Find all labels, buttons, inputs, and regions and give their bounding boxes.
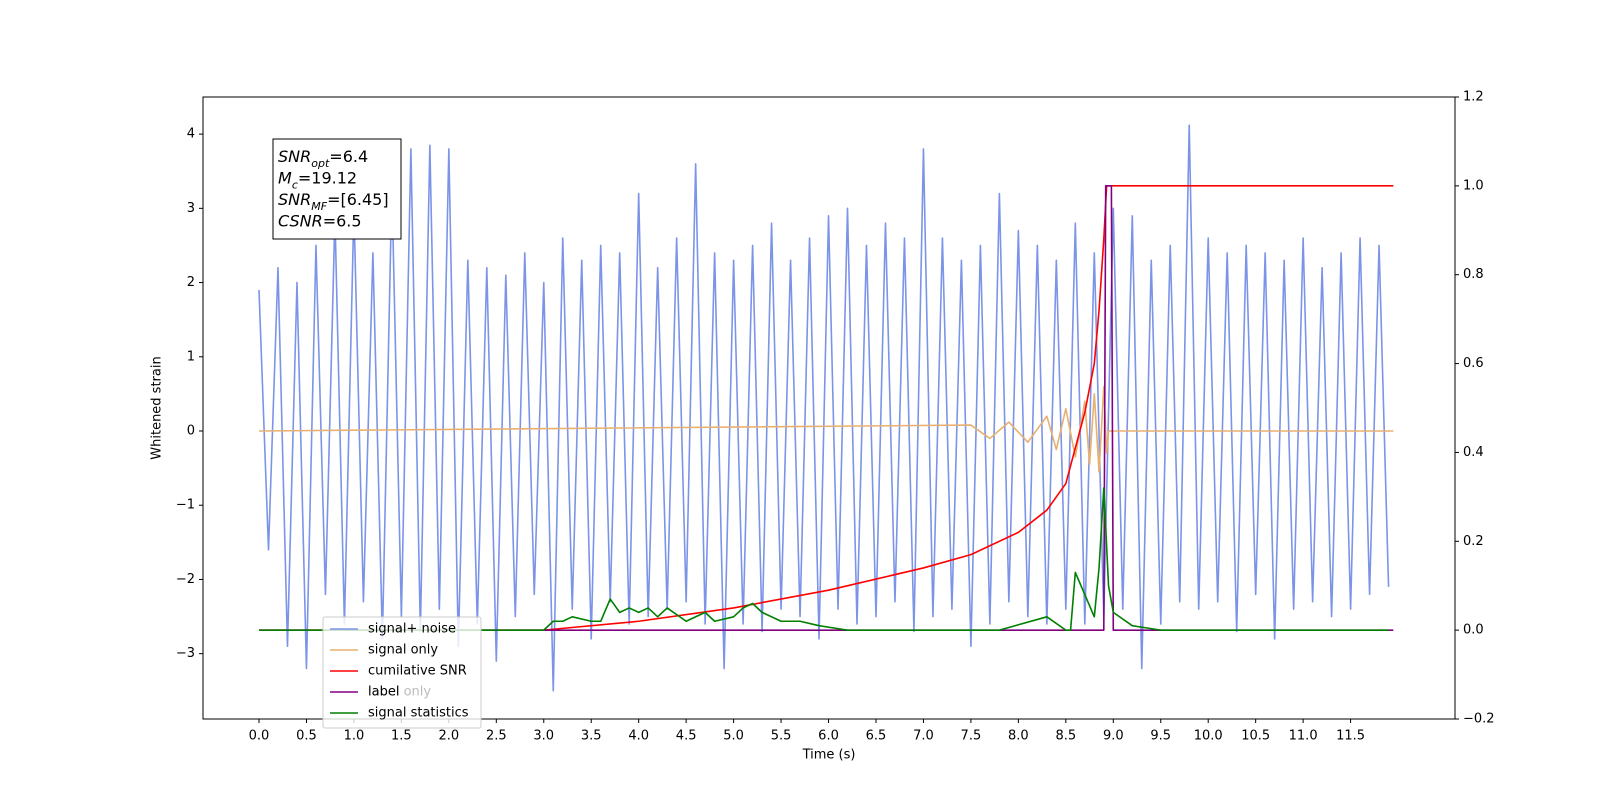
y-tick-label: 0	[187, 424, 195, 439]
x-tick-label: 1.0	[344, 729, 365, 744]
x-tick-label: 2.0	[439, 729, 460, 744]
y2-tick-label: 0.2	[1463, 534, 1484, 549]
y2-tick-label: −0.2	[1463, 712, 1495, 727]
x-tick-label: 5.0	[723, 729, 744, 744]
x-tick-label: 6.5	[866, 729, 887, 744]
stats-text: =[6.45]	[327, 190, 389, 209]
legend-label: signal statistics	[368, 706, 469, 721]
stats-name: SNR	[278, 147, 311, 166]
y-tick-label: −2	[176, 572, 195, 587]
x-tick-label: 4.5	[676, 729, 697, 744]
y2-tick-label: 0.4	[1463, 445, 1484, 460]
stats-name: M	[278, 168, 292, 187]
y2-tick-label: 1.0	[1463, 178, 1484, 193]
x-axis-label: Time (s)	[802, 748, 856, 763]
y-tick-label: 2	[187, 275, 195, 290]
stats-sub: MF	[311, 200, 327, 213]
y2-tick-label: 0.0	[1463, 623, 1484, 638]
y-tick-label: −1	[176, 498, 195, 513]
axes-frame	[202, 96, 1456, 720]
legend-box	[322, 616, 482, 729]
stats-line: SNRMF=[6.45]	[278, 190, 389, 213]
stats-text: =19.12	[298, 168, 357, 187]
stats-line: Mc=19.12	[278, 168, 357, 191]
x-tick-label: 6.0	[818, 729, 839, 744]
x-tick-label: 9.0	[1103, 729, 1124, 744]
x-tick-label: 7.0	[913, 729, 934, 744]
y2-tick-label: 1.2	[1463, 90, 1484, 105]
y-axis-label: Whitened strain	[150, 356, 165, 459]
legend-label: signal only	[368, 643, 438, 658]
x-tick-label: 9.5	[1150, 729, 1171, 744]
series-line	[259, 487, 1389, 631]
x-tick-label: 8.5	[1055, 729, 1076, 744]
x-tick-label: 0.0	[249, 729, 270, 744]
plot-area	[258, 124, 1394, 692]
x-tick-label: 0.5	[296, 729, 317, 744]
stats-sub: opt	[311, 157, 330, 170]
x-tick-label: 11.0	[1289, 729, 1318, 744]
x-tick-label: 10.0	[1194, 729, 1223, 744]
stats-text: =6.5	[323, 211, 362, 230]
legend-label: signal+ noise	[368, 622, 456, 637]
stats-text: =6.4	[329, 147, 368, 166]
stats-sub: c	[292, 178, 298, 191]
y2-tick-label: 0.8	[1463, 267, 1484, 282]
stats-box	[272, 138, 402, 240]
stats-line: CSNR=6.5	[278, 211, 362, 230]
legend-hidden-label: label only	[368, 685, 431, 700]
y-tick-label: 1	[187, 349, 195, 364]
x-tick-label: 3.0	[533, 729, 554, 744]
legend-label: cumilative SNR	[368, 664, 467, 679]
y-tick-label: 4	[187, 127, 195, 142]
x-tick-label: 8.0	[1008, 729, 1029, 744]
stats-name: SNR	[278, 190, 311, 209]
stats-name: CSNR	[278, 211, 323, 230]
x-tick-label: 5.5	[771, 729, 792, 744]
stats-line: SNRopt=6.4	[278, 147, 368, 170]
y2-tick-label: 0.6	[1463, 356, 1484, 371]
x-tick-label: 4.0	[628, 729, 649, 744]
x-tick-label: 7.5	[961, 729, 982, 744]
y-tick-label: −3	[176, 646, 195, 661]
legend-label: label	[368, 685, 399, 700]
series-line	[258, 124, 1390, 692]
x-tick-label: 2.5	[486, 729, 507, 744]
y-tick-label: 3	[187, 201, 195, 216]
x-tick-label: 10.5	[1241, 729, 1270, 744]
x-tick-label: 11.5	[1336, 729, 1365, 744]
x-tick-label: 1.5	[391, 729, 412, 744]
x-tick-label: 3.5	[581, 729, 602, 744]
